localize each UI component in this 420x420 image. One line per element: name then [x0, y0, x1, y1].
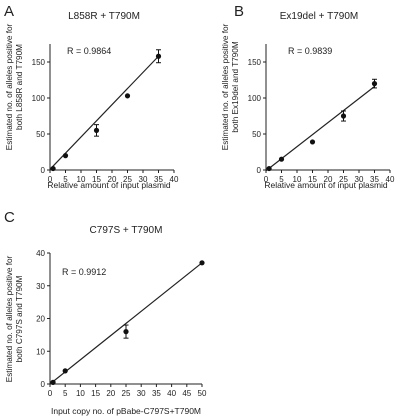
x-tick-label: 5 — [279, 175, 284, 184]
r-annotation: R = 0.9912 — [62, 267, 106, 277]
data-point — [93, 127, 100, 133]
x-tick-group: 0 5 10 15 20 25 30 35 40 — [264, 170, 395, 184]
y-tick-label: 50 — [252, 130, 261, 139]
x-axis-label: Input copy no. of pBabe-C797S+T790M — [51, 406, 201, 416]
x-tick-group: 0 5 10 15 20 25 30 35 40 — [48, 170, 179, 184]
x-tick-label: 40 — [386, 175, 395, 184]
panel-label: A — [4, 3, 14, 20]
r-annotation: R = 0.9864 — [67, 46, 111, 56]
x-tick-label: 30 — [137, 389, 146, 398]
data-point — [266, 165, 272, 172]
x-tick-label: 40 — [170, 175, 179, 184]
x-tick-label: 0 — [48, 175, 53, 184]
chart-title: C797S + T790M — [90, 225, 163, 236]
y-tick-label: 100 — [32, 94, 46, 103]
x-tick-label: 15 — [92, 175, 101, 184]
data-point — [62, 153, 69, 159]
x-tick-label: 30 — [355, 175, 364, 184]
y-tick-label: 0 — [41, 166, 46, 175]
panel-label: C — [4, 209, 15, 226]
x-tick-label: 35 — [370, 175, 379, 184]
y-tick-group: 0 10 20 30 40 — [36, 249, 50, 389]
chart-title: Ex19del + T790M — [280, 11, 358, 22]
y-tick-label: 50 — [36, 130, 45, 139]
data-point — [278, 156, 285, 162]
y-axis-label-line-2: both C797S and T790M — [15, 275, 24, 362]
data-point — [155, 53, 162, 59]
data-point — [123, 329, 129, 335]
chart-title: L858R + T790M — [68, 11, 140, 22]
y-tick-label: 0 — [41, 380, 46, 389]
x-tick-label: 25 — [123, 175, 132, 184]
x-tick-label: 0 — [264, 175, 269, 184]
x-tick-label: 20 — [108, 175, 117, 184]
y-tick-label: 30 — [36, 282, 45, 291]
data-point — [340, 113, 347, 119]
point-group — [50, 260, 205, 385]
y-axis-label-line-1: Estimated no. of alleles positive for — [221, 23, 230, 150]
y-tick-label: 150 — [248, 58, 262, 67]
x-tick-label: 10 — [76, 389, 85, 398]
x-tick-label: 25 — [339, 175, 348, 184]
x-tick-label: 10 — [293, 175, 302, 184]
point-group — [50, 49, 162, 172]
x-tick-group: 0 5 10 15 20 25 30 35 40 45 50 — [48, 384, 207, 398]
y-axis-label-line-2: both Ex19del and T790M — [231, 41, 240, 133]
panel-label: B — [234, 3, 244, 20]
x-tick-label: 15 — [91, 389, 100, 398]
panel-a: A L858R + T790M Estimated no. of alleles… — [4, 3, 179, 190]
y-axis-label-line-1: Estimated no. of alleles positive for — [5, 255, 14, 382]
x-tick-label: 5 — [63, 175, 68, 184]
y-tick-label: 40 — [36, 249, 45, 258]
r-annotation: R = 0.9839 — [288, 46, 332, 56]
data-point — [309, 139, 316, 145]
y-tick-label: 0 — [257, 166, 262, 175]
y-tick-group: 0 50 100 150 — [248, 58, 266, 175]
y-tick-label: 10 — [36, 347, 45, 356]
x-tick-label: 50 — [198, 389, 207, 398]
x-axis-label: Relative amount of input plasmid — [264, 180, 388, 190]
point-group — [266, 78, 378, 172]
x-tick-label: 20 — [324, 175, 333, 184]
data-point — [50, 165, 56, 172]
x-tick-label: 15 — [308, 175, 317, 184]
x-tick-label: 10 — [77, 175, 86, 184]
x-tick-label: 40 — [167, 389, 176, 398]
fit-line — [49, 55, 159, 170]
x-tick-label: 35 — [152, 389, 161, 398]
data-point — [199, 260, 205, 266]
x-tick-label: 30 — [139, 175, 148, 184]
panel-c: C C797S + T790M Estimated no. of alleles… — [4, 209, 207, 416]
x-tick-label: 20 — [106, 389, 115, 398]
x-tick-label: 35 — [154, 175, 163, 184]
data-point — [124, 93, 131, 99]
x-tick-label: 5 — [63, 389, 68, 398]
y-tick-group: 0 50 100 150 — [32, 58, 50, 175]
data-point — [50, 379, 56, 385]
x-tick-label: 25 — [122, 389, 131, 398]
fit-line — [49, 262, 203, 385]
x-axis-label: Relative amount of input plasmid — [47, 180, 171, 190]
y-tick-label: 20 — [36, 315, 45, 324]
data-point — [62, 368, 68, 374]
y-axis-label-line-2: both L858R and T790M — [15, 44, 24, 130]
y-axis-label-line-1: Estimated no. of alleles positive for — [5, 23, 14, 150]
panel-b: B Ex19del + T790M Estimated no. of allel… — [221, 3, 395, 190]
x-tick-label: 45 — [182, 389, 191, 398]
y-tick-label: 150 — [32, 58, 46, 67]
y-tick-label: 100 — [248, 94, 262, 103]
data-point — [371, 81, 378, 87]
fit-line — [265, 86, 375, 172]
x-tick-label: 0 — [48, 389, 53, 398]
